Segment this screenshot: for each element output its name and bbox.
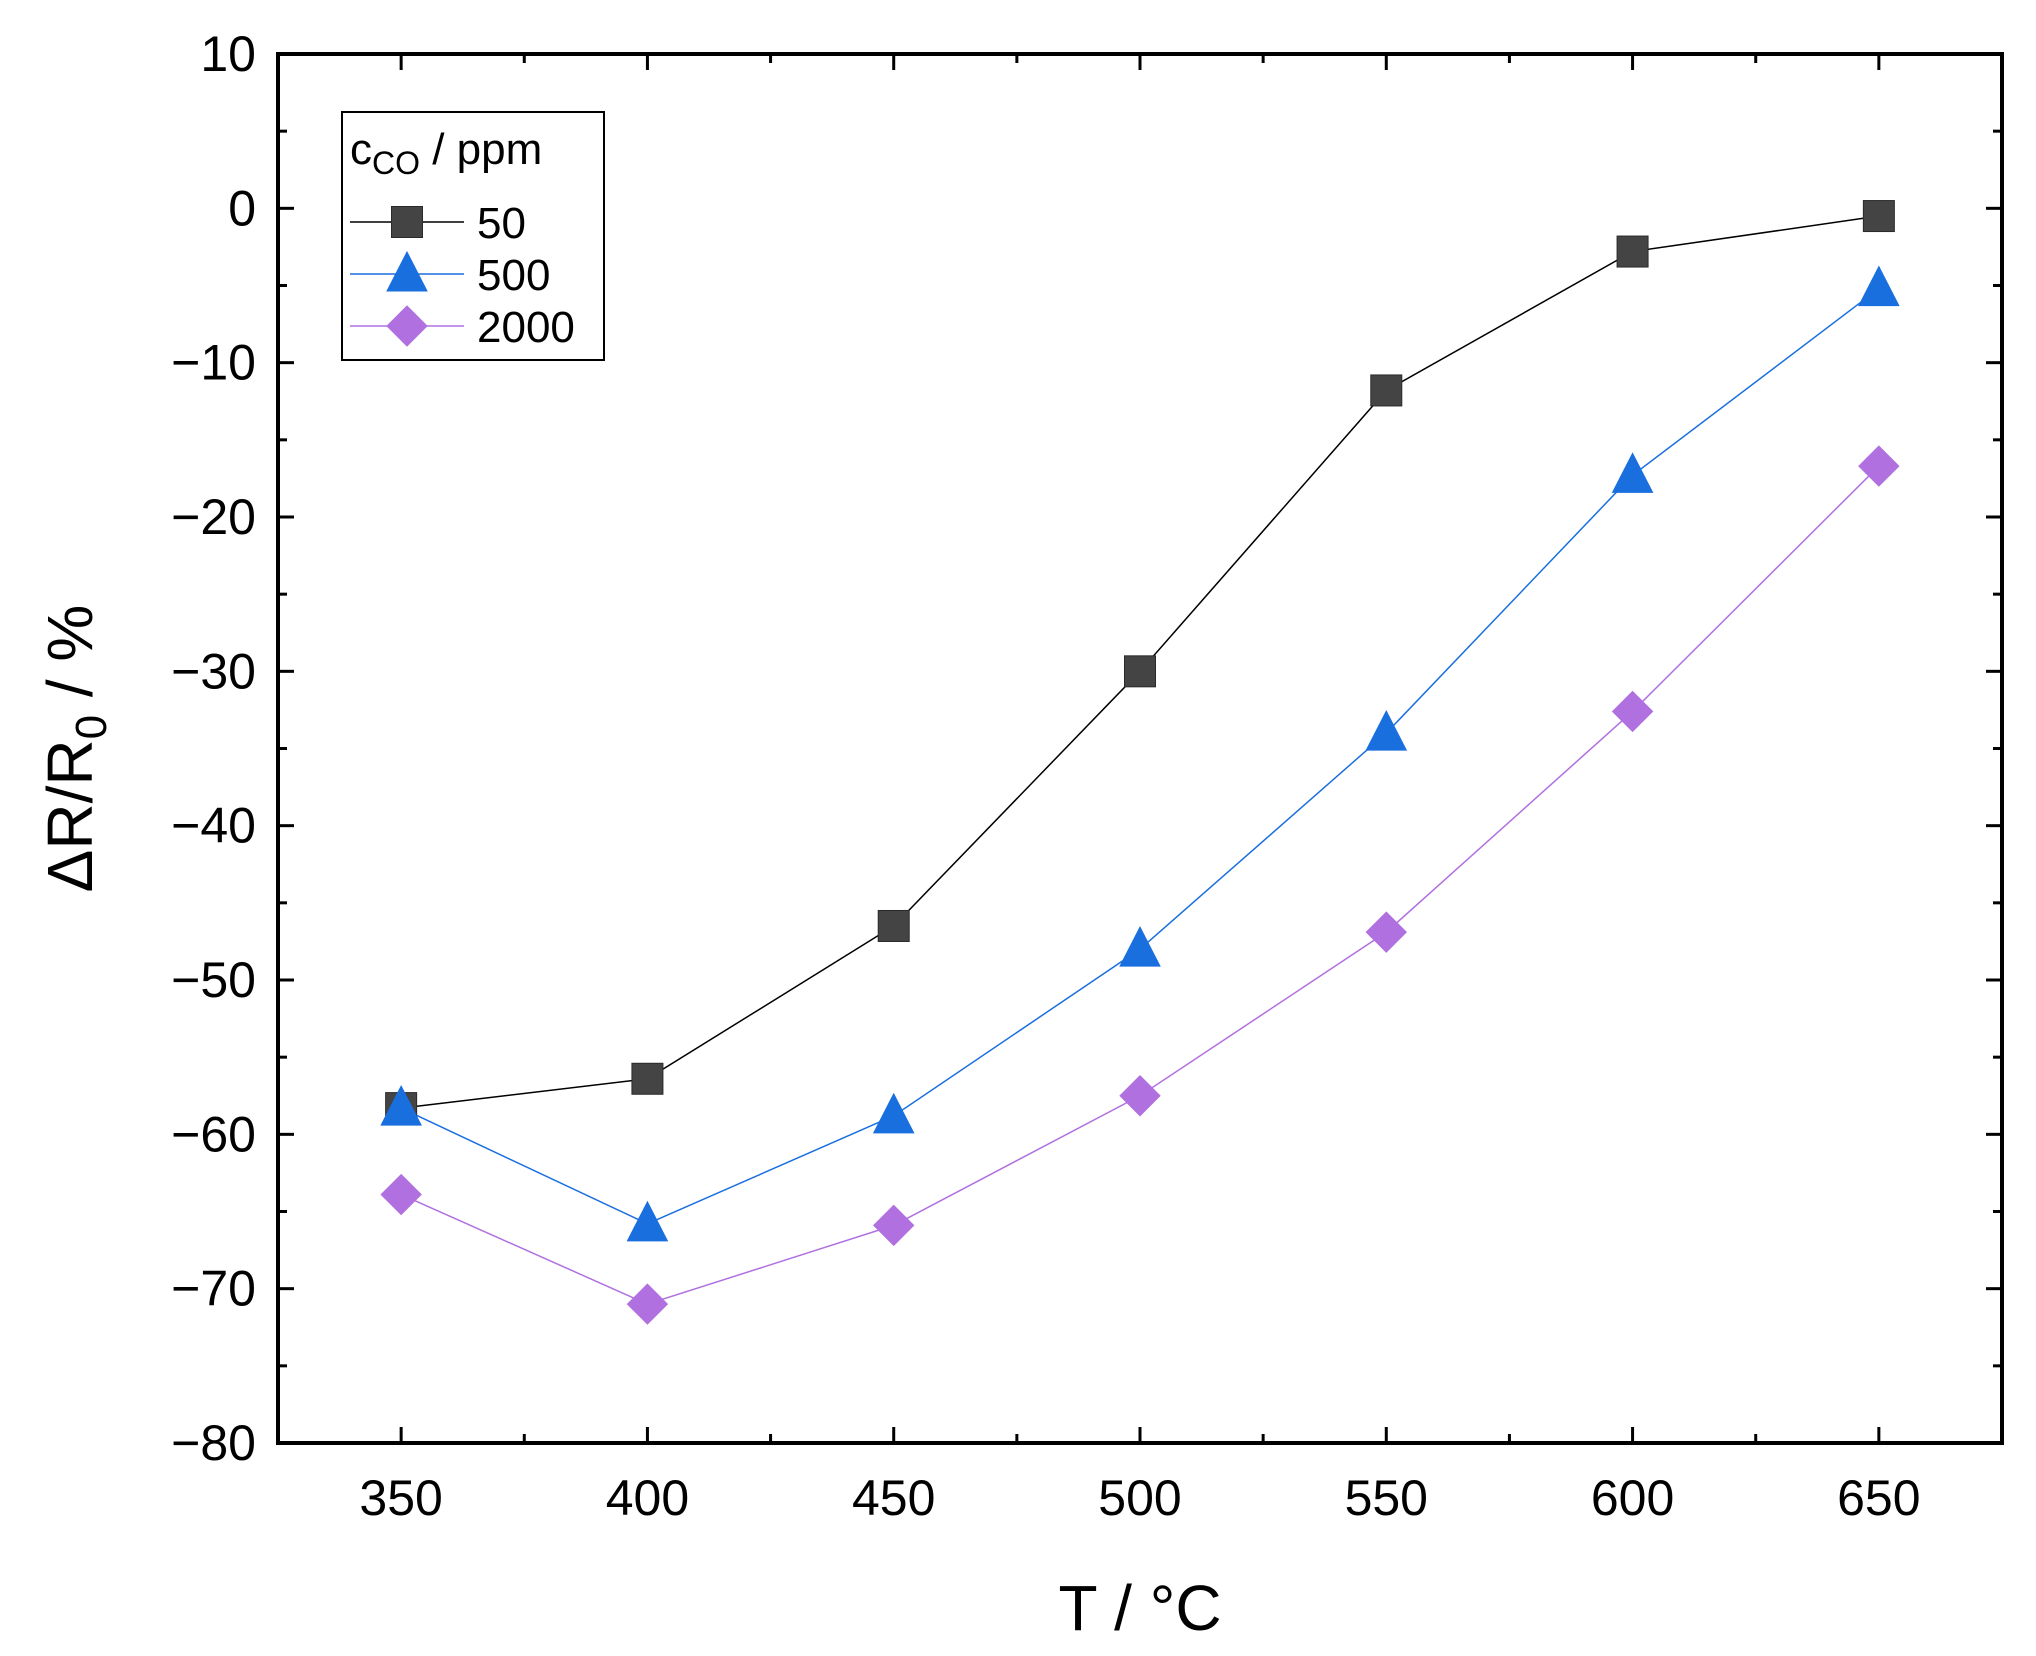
legend-title-main: c: [350, 125, 372, 174]
legend-marker-2000: [386, 305, 428, 347]
legend-box: [341, 111, 605, 361]
x-tick-label: 400: [606, 1470, 689, 1526]
x-tick-label: 600: [1591, 1470, 1674, 1526]
y-axis-title: ΔR/R0 / %: [34, 605, 116, 893]
y-axis-title-subscript: 0: [67, 715, 116, 739]
plot-frame: [276, 52, 2004, 1445]
x-tick-label: 450: [852, 1470, 935, 1526]
data-point-500-500: [1119, 926, 1161, 967]
y-axis-title-ratio: R/R: [34, 739, 106, 849]
x-tick-label: 550: [1345, 1470, 1428, 1526]
legend-label-500: 500: [477, 251, 550, 300]
data-point-500-550: [1365, 709, 1408, 751]
data-point-50-650: [1862, 200, 1895, 233]
data-point-2000-350: [380, 1173, 422, 1216]
x-tick-label: 650: [1837, 1470, 1920, 1526]
data-point-500-600: [1611, 452, 1654, 493]
legend-label-50: 50: [477, 199, 526, 248]
legend-marker-50: [391, 206, 423, 238]
legend-label-2000: 2000: [477, 303, 575, 352]
y-tick-label: −70: [171, 1261, 256, 1317]
x-tick-label: 500: [1098, 1470, 1181, 1526]
data-point-2000-500: [1119, 1075, 1161, 1117]
data-point-50-600: [1616, 235, 1649, 268]
data-point-2000-400: [626, 1283, 669, 1325]
series-lines: [400, 215, 1880, 1305]
data-point-500-650: [1858, 265, 1900, 307]
y-tick-label: −50: [171, 952, 256, 1008]
legend-title-unit: / ppm: [420, 125, 542, 174]
y-tick-label: 10: [200, 26, 256, 82]
tick-labels: 350 400 450 500 550 600 650 10 0 −10 −20 −30 −40 −50 −…: [171, 26, 1920, 1526]
y-tick-label: −10: [171, 335, 256, 391]
data-point-500-400: [626, 1200, 669, 1242]
data-point-50-500: [1124, 655, 1156, 688]
data-point-500-350: [380, 1085, 422, 1126]
y-tick-label: −30: [171, 643, 256, 699]
legend-title: cCO / ppm: [350, 125, 542, 181]
y-tick-label: −80: [171, 1415, 256, 1471]
series-markers: [380, 200, 1900, 1325]
data-point-50-450: [877, 909, 910, 942]
y-tick-label: −60: [171, 1106, 256, 1162]
y-axis-title-unit: / %: [34, 605, 106, 715]
x-tick-label: 350: [359, 1470, 442, 1526]
data-point-2000-450: [873, 1204, 915, 1247]
data-point-500-450: [872, 1092, 915, 1134]
x-axis-title: T / °C: [1058, 1572, 1221, 1644]
y-tick-label: −20: [171, 489, 256, 545]
series-line-2000: [400, 465, 1880, 1305]
data-point-50-550: [1370, 374, 1403, 407]
data-point-50-400: [631, 1062, 664, 1095]
data-point-2000-600: [1611, 690, 1654, 733]
legend-title-subscript: CO: [372, 145, 420, 181]
y-tick-label: −40: [171, 798, 256, 854]
y-axis-title-delta: Δ: [34, 850, 106, 893]
data-point-2000-550: [1365, 911, 1407, 953]
data-point-2000-650: [1858, 445, 1900, 487]
legend-marker-500: [386, 250, 428, 292]
y-tick-label: 0: [228, 180, 256, 236]
